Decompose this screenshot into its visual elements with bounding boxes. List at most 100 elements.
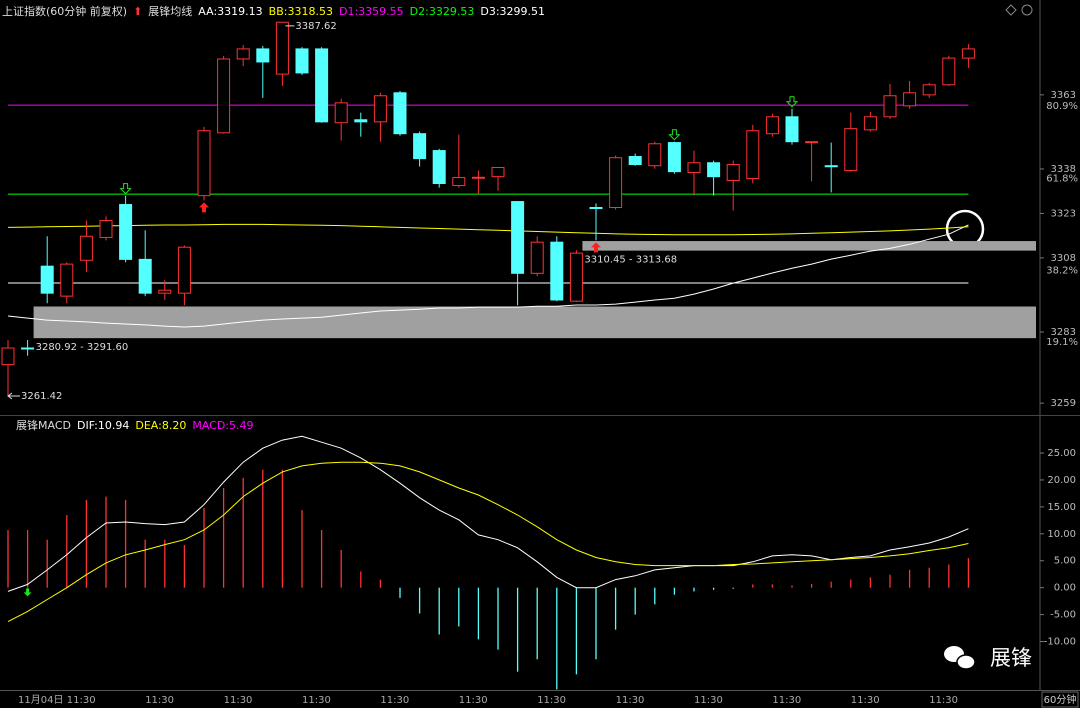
candle-body	[158, 289, 172, 294]
legend-name: MACD:	[192, 418, 230, 432]
sell-signal	[785, 96, 799, 108]
x-tick-label: 11:30	[537, 695, 566, 706]
candle-body	[707, 162, 721, 178]
candle-body	[844, 128, 858, 171]
legend-name: D2:	[409, 4, 429, 18]
period-label: 60分钟	[1044, 693, 1077, 706]
candle-body	[452, 177, 466, 187]
candle-body	[177, 246, 191, 294]
period-box	[1041, 691, 1079, 708]
legend-value: 3318.53	[287, 4, 333, 18]
legend-name: D1:	[338, 4, 359, 18]
x-tick-label: 11:30	[67, 695, 96, 706]
x-tick-label: 11:30	[380, 695, 409, 706]
legend-item: DEA:8.20	[135, 419, 186, 432]
gap-zone-label: 3280.92 - 3291.60	[36, 342, 129, 353]
candle-body	[295, 48, 309, 74]
candle-body	[628, 156, 642, 166]
candle-body	[667, 142, 681, 173]
sell-signal	[668, 129, 681, 141]
candle-body	[256, 48, 270, 63]
price-header: 上证指数(60分钟 前复权) ⬆ 展锋均线 AA:3319.13 BB:3318.…	[2, 3, 545, 19]
y-tick-label: 20.00	[1047, 475, 1076, 486]
legend-name: DIF:	[76, 418, 98, 432]
pct-tick-label: 61.8%	[1046, 173, 1078, 184]
candle-body	[79, 235, 93, 261]
min-label: 3261.42	[21, 391, 62, 402]
candle-body	[236, 48, 250, 60]
pct-tick-label: 38.2%	[1046, 265, 1078, 276]
y-tick-label: 3338	[1051, 164, 1076, 175]
legend-name: BB:	[268, 4, 288, 18]
pct-tick-label: 19.1%	[1046, 337, 1078, 348]
legend-item: D3:3299.51	[480, 5, 545, 18]
candle-body	[961, 48, 975, 59]
sell-signal	[23, 588, 32, 597]
candle-body	[432, 150, 446, 184]
x-tick-label: 11:30	[851, 695, 880, 706]
candle-body	[883, 95, 897, 118]
y-tick-label: 3308	[1051, 253, 1076, 264]
candle-body	[99, 220, 113, 238]
candle-body	[217, 58, 231, 134]
legend-value: 10.94	[97, 418, 130, 432]
candle-body	[726, 164, 740, 182]
x-tick-label: 11:30	[694, 695, 723, 706]
candle-body	[315, 48, 329, 123]
x-tick-label: 11:30	[302, 695, 331, 706]
max-label: 3387.62	[295, 21, 336, 32]
x-tick-label: 11:30	[772, 695, 801, 706]
legend-value: 5.49	[229, 418, 254, 432]
pct-tick-label: 80.9%	[1046, 101, 1078, 112]
legend-item: MACD:5.49	[192, 419, 253, 432]
buy-signal	[199, 202, 209, 213]
buy-signal	[591, 242, 601, 253]
legend-value: 3299.51	[499, 4, 546, 18]
candle-body	[824, 165, 838, 168]
candle-body	[471, 176, 485, 179]
indicator-title: 展锋均线	[148, 5, 193, 18]
candle-body	[511, 201, 525, 274]
chart-title: 上证指数(60分钟 前复权)	[2, 5, 128, 18]
x-tick-label: 11:30	[224, 695, 253, 706]
candle-body	[21, 347, 35, 350]
candle-body	[765, 116, 779, 135]
candle-body	[138, 258, 152, 294]
candle-body	[413, 133, 427, 160]
gap-zone	[582, 241, 1036, 251]
candle-body	[60, 263, 74, 297]
watermark-icon	[944, 646, 976, 670]
gap-zone	[33, 306, 1037, 339]
y-tick-label: 25.00	[1047, 448, 1076, 459]
candle-body	[550, 241, 564, 301]
candle-body	[373, 95, 387, 123]
y-tick-label: 0.00	[1054, 583, 1076, 594]
candle-body	[119, 204, 133, 260]
candle-body	[197, 130, 211, 197]
candle-body	[354, 119, 368, 123]
x-tick-label: 11:30	[145, 695, 174, 706]
macd-header: 展锋MACD DIF:10.94 DEA:8.20 MACD:5.49	[16, 417, 254, 433]
y-tick-label: -10.00	[1044, 637, 1076, 648]
legend-value: 3359.55	[358, 4, 404, 18]
macd-line	[7, 435, 969, 592]
legend-value: 3319.13	[217, 4, 263, 18]
legend-name: DEA:	[135, 418, 162, 432]
candle-body	[746, 130, 760, 179]
x-tick-label: 11月04日	[18, 694, 63, 706]
y-tick-label: 5.00	[1054, 556, 1076, 567]
legend-item: D2:3329.53	[410, 5, 475, 18]
sell-signal	[119, 183, 132, 195]
legend-value: 8.20	[161, 418, 187, 432]
legend-item: D1:3359.55	[339, 5, 404, 18]
candle-body	[530, 241, 544, 274]
y-tick-label: 3323	[1051, 208, 1076, 219]
candle-body	[863, 116, 877, 131]
y-tick-label: 3363	[1051, 90, 1076, 101]
y-tick-label: -5.00	[1050, 610, 1076, 621]
icon-circle[interactable]	[1021, 4, 1033, 16]
x-tick-label: 11:30	[459, 695, 488, 706]
candle-body	[1, 347, 15, 366]
icon-diamond[interactable]	[1005, 4, 1017, 16]
